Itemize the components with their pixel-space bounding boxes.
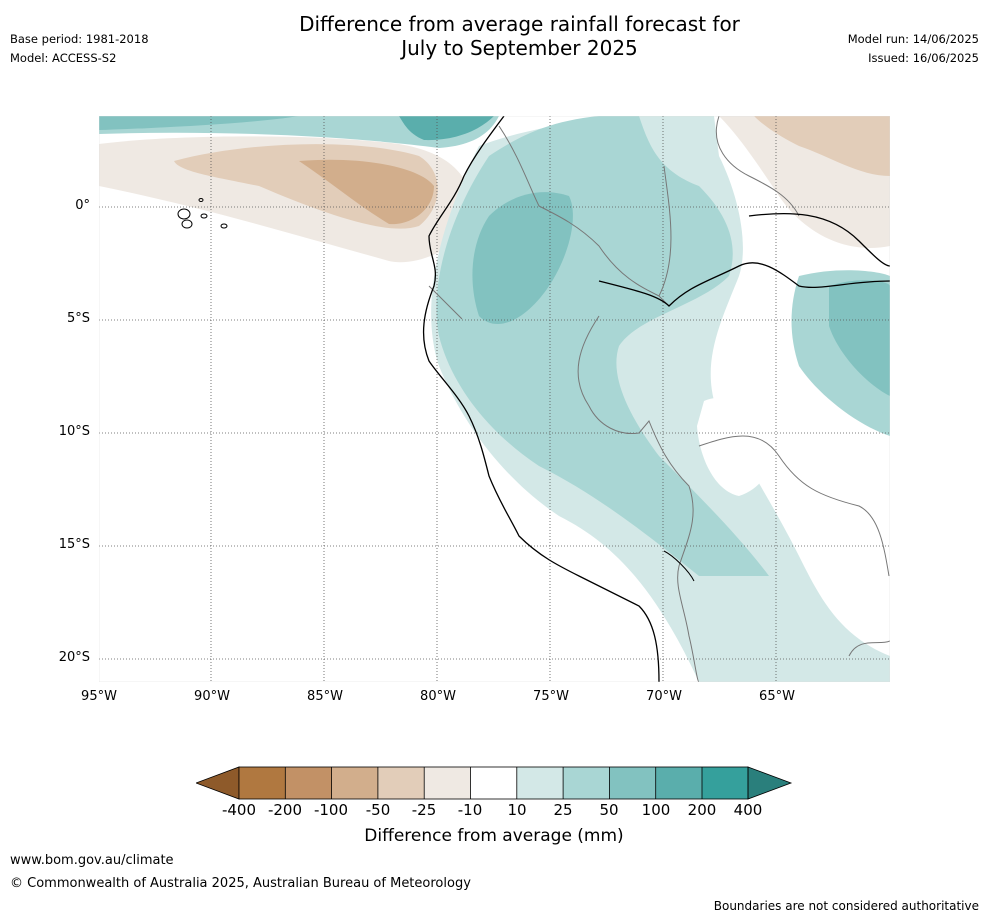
graticule [99, 116, 890, 682]
neutral-region-inland [697, 397, 773, 496]
colorbar-label-25: 25 [553, 801, 573, 819]
base-period-text: Base period: 1981-2018 [10, 32, 149, 46]
lon-tick-95w: 95°W [81, 689, 117, 704]
colorbar-segment-7 [516, 767, 564, 799]
rio-negro [748, 212, 890, 267]
colorbar-label-minus-400: -400 [221, 801, 257, 819]
colorbar-segment-9 [609, 767, 656, 799]
dry-anomaly-region-northeast-inner [754, 116, 890, 176]
colorbar-label-100: 100 [641, 801, 671, 819]
website-link[interactable]: www.bom.gov.au/climate [10, 853, 174, 868]
colorbar-label-minus-25: -25 [411, 801, 437, 819]
colorbar-title: Difference from average (mm) [364, 826, 624, 846]
colorbar-segment-5 [424, 767, 471, 799]
colorbar-extend-high [747, 766, 793, 800]
colorbar-dividers [284, 767, 703, 799]
lon-tick-65w: 65°W [759, 689, 795, 704]
colorbar-segment-8 [563, 767, 610, 799]
wet-anomaly-region-north-core [99, 116, 299, 130]
model-run-text: Model run: 14/06/2025 [847, 32, 979, 46]
pacific-coastline [422, 116, 660, 682]
lon-tick-85w: 85°W [307, 689, 343, 704]
border-ecuador-peru [428, 285, 463, 320]
colorbar-segment-3 [331, 767, 378, 799]
colorbar [196, 766, 793, 800]
colorbar-label-400: 400 [733, 801, 763, 819]
lon-tick-80w: 80°W [420, 689, 456, 704]
border-peru-brazil-bolivia [577, 315, 700, 682]
title-line-2: July to September 2025 [401, 36, 638, 60]
colorbar-segment-1 [239, 767, 286, 799]
lon-tick-70w: 70°W [646, 689, 682, 704]
coastline [422, 116, 890, 682]
model-text: Model: ACCESS-S2 [10, 51, 117, 65]
lat-tick-15s: 15°S [58, 537, 90, 552]
colorbar-label-minus-100: -100 [313, 801, 349, 819]
lon-tick-90w: 90°W [194, 689, 230, 704]
wet-anomaly-region-north-peak [399, 116, 494, 141]
copyright-text: © Commonwealth of Australia 2025, Austra… [10, 876, 471, 891]
country-borders [428, 116, 890, 682]
colorbar-segment-2 [285, 767, 332, 799]
galapagos-islands [177, 198, 228, 229]
colorbar-label-minus-50: -50 [365, 801, 391, 819]
lat-tick-10s: 10°S [58, 424, 90, 439]
colorbar-outline [238, 766, 749, 800]
meta-left: Base period: 1981-2018 Model: ACCESS-S2 [10, 30, 149, 68]
lat-tick-20s: 20°S [58, 650, 90, 665]
issued-text: Issued: 16/06/2025 [868, 51, 979, 65]
colorbar-extend-low [196, 766, 240, 800]
boundaries-note: Boundaries are not considered authoritat… [713, 899, 979, 913]
rainfall-anomaly-map [99, 116, 890, 682]
colorbar-label-200: 200 [687, 801, 717, 819]
lat-tick-5s: 5°S [66, 311, 90, 326]
amazon-river [598, 262, 890, 307]
border-bolivia-brazil [698, 435, 890, 577]
dry-anomaly-region-ocean-core [299, 159, 434, 225]
neutral-region-southeast [839, 510, 890, 616]
border-colombia-brazil [658, 165, 672, 297]
colorbar-segment-4 [377, 767, 425, 799]
wet-anomaly-region-land-core [472, 192, 573, 325]
border-southeast [848, 640, 890, 657]
border-venezuela-brazil [715, 116, 800, 217]
lake-titicaca [663, 550, 695, 582]
chart-title: Difference from average rainfall forecas… [0, 12, 988, 60]
colorbar-label-10: 10 [507, 801, 527, 819]
colorbar-label-50: 50 [599, 801, 619, 819]
colorbar-segment-6 [470, 767, 517, 799]
lon-tick-75w: 75°W [533, 689, 569, 704]
border-colombia-ecuador-peru [498, 125, 670, 307]
colorbar-label-minus-200: -200 [267, 801, 303, 819]
meta-right: Model run: 14/06/2025 Issued: 16/06/2025 [848, 30, 979, 68]
colorbar-segment-10 [655, 767, 702, 799]
lat-tick-0: 0° [75, 198, 90, 213]
title-line-1: Difference from average rainfall forecas… [299, 12, 740, 36]
colorbar-label-minus-10: -10 [457, 801, 483, 819]
colorbar-segment-11 [702, 767, 748, 799]
wet-anomaly-region-east-core [829, 280, 890, 396]
